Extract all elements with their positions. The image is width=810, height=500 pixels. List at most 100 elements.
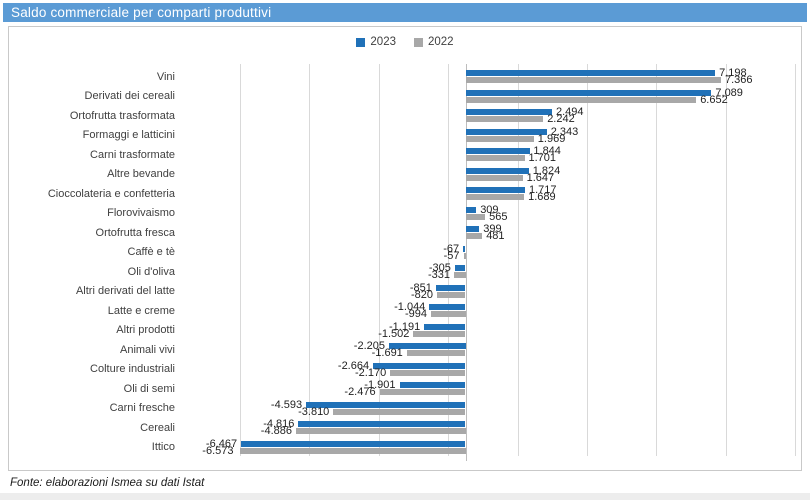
- bar-2022: [406, 350, 466, 356]
- value-label-2022: -57: [443, 249, 460, 262]
- category-label: Formaggi e latticini: [82, 129, 175, 141]
- legend-item-2022: 2022: [414, 36, 454, 48]
- value-label-2023: 1.824: [532, 164, 561, 177]
- value-label-2022: 1.689: [528, 191, 556, 203]
- bar-2022: [465, 116, 544, 122]
- value-label-2022: -1.691: [371, 347, 403, 359]
- value-label-2023: -851: [409, 281, 432, 294]
- bar-2022: [465, 96, 697, 103]
- value-label-2023: -4.816: [263, 418, 295, 430]
- value-label-2023: 399: [483, 223, 502, 235]
- gridline: [378, 64, 380, 456]
- legend-swatch-2022-icon: [414, 37, 423, 47]
- gridline: [725, 64, 727, 456]
- bar-2022: [296, 428, 466, 434]
- category-label: Latte e creme: [107, 304, 175, 317]
- value-label-2023: 7.089: [715, 86, 743, 99]
- bar-2023: [389, 343, 466, 349]
- bottom-strip: [0, 493, 810, 500]
- value-label-2023: -6.467: [205, 437, 238, 450]
- value-label-2022: -331: [427, 269, 450, 281]
- bar-2023: [465, 226, 480, 232]
- value-label-2023: 309: [480, 203, 499, 216]
- gridline: [309, 64, 311, 456]
- category-label: Ortofrutta trasformata: [69, 109, 175, 122]
- chart-legend: 2023 2022: [0, 36, 810, 48]
- value-label-2022: 1.647: [526, 171, 555, 184]
- bar-2023: [465, 89, 712, 96]
- bar-2022: [465, 155, 525, 161]
- bar-2023: [424, 323, 466, 330]
- bar-2023: [465, 167, 529, 174]
- value-label-2023: -2.664: [337, 359, 370, 372]
- value-label-2023: -67: [443, 242, 460, 255]
- legend-item-2023: 2023: [356, 36, 396, 48]
- value-label-2023: -2.205: [353, 340, 385, 352]
- chart-title-bar: Saldo commerciale per comparti produttiv…: [3, 3, 807, 22]
- bar-2023: [465, 70, 716, 76]
- bar-2023: [298, 421, 466, 427]
- bar-2022: [431, 311, 466, 317]
- value-label-2023: 2.343: [550, 125, 579, 138]
- value-label-2022: -820: [410, 288, 433, 301]
- value-label-2022: -2.476: [344, 386, 376, 398]
- bar-2023: [465, 109, 552, 115]
- value-label-2023: -1.044: [394, 301, 426, 313]
- value-label-2023: -1.901: [364, 379, 396, 391]
- category-label: Carni fresche: [109, 402, 175, 414]
- category-label: Oli di semi: [123, 382, 175, 395]
- gridline: [586, 64, 588, 456]
- bar-2022: [463, 252, 466, 259]
- value-label-2022: 1.969: [537, 132, 566, 145]
- gridline: [795, 64, 796, 456]
- category-label: Colture industriali: [90, 363, 175, 375]
- bar-2022: [379, 389, 466, 395]
- bar-2022: [413, 330, 466, 337]
- bar-2023: [373, 362, 466, 369]
- bar-2022: [465, 77, 721, 83]
- bar-2022: [465, 174, 523, 181]
- bar-2023: [399, 382, 466, 388]
- bar-2023: [465, 128, 547, 135]
- category-label: Altri derivati del latte: [75, 285, 175, 297]
- gridline: [517, 64, 519, 456]
- value-label-2023: -305: [428, 262, 451, 274]
- bar-2023: [465, 206, 477, 213]
- gridline: [240, 64, 241, 456]
- value-label-2022: 2.242: [547, 113, 575, 125]
- value-label-2022: -1.502: [378, 327, 410, 340]
- value-label-2022: 565: [489, 210, 508, 223]
- bar-2022: [465, 194, 525, 200]
- bar-2023: [429, 304, 466, 310]
- category-label: Cereali: [140, 421, 175, 434]
- category-label: Florovivaismo: [107, 207, 175, 219]
- value-label-2022: 6.652: [700, 93, 728, 106]
- category-label: Vini: [156, 70, 175, 83]
- category-label: Carni trasformate: [90, 148, 175, 161]
- zero-axis-line: [465, 64, 467, 461]
- bar-2023: [465, 187, 526, 193]
- value-label-2023: 1.717: [529, 184, 557, 196]
- bar-2023: [465, 148, 530, 154]
- category-label: Altre bevande: [107, 168, 175, 180]
- bar-2023: [435, 284, 466, 291]
- category-label: Derivati dei cereali: [84, 90, 175, 102]
- category-label: Altri prodotti: [116, 324, 175, 336]
- bar-2022: [454, 272, 466, 278]
- value-label-2022: 1.701: [528, 152, 557, 164]
- legend-label-2023: 2023: [370, 36, 396, 48]
- value-label-2022: -2.170: [355, 366, 387, 379]
- chart-title: Saldo commerciale per comparti produttiv…: [11, 5, 272, 20]
- legend-label-2022: 2022: [428, 36, 454, 48]
- bar-2022: [390, 369, 466, 376]
- value-label-2023: 7.198: [719, 67, 747, 79]
- legend-swatch-2023-icon: [356, 37, 366, 47]
- bar-2022: [465, 233, 483, 239]
- category-label: Ortofrutta fresca: [95, 226, 175, 239]
- category-label: Caffè e tè: [127, 246, 176, 258]
- value-label-2022: -3.810: [298, 405, 330, 418]
- source-note: Fonte: elaborazioni Ismea su dati Istat: [10, 477, 205, 489]
- gridline: [448, 64, 450, 456]
